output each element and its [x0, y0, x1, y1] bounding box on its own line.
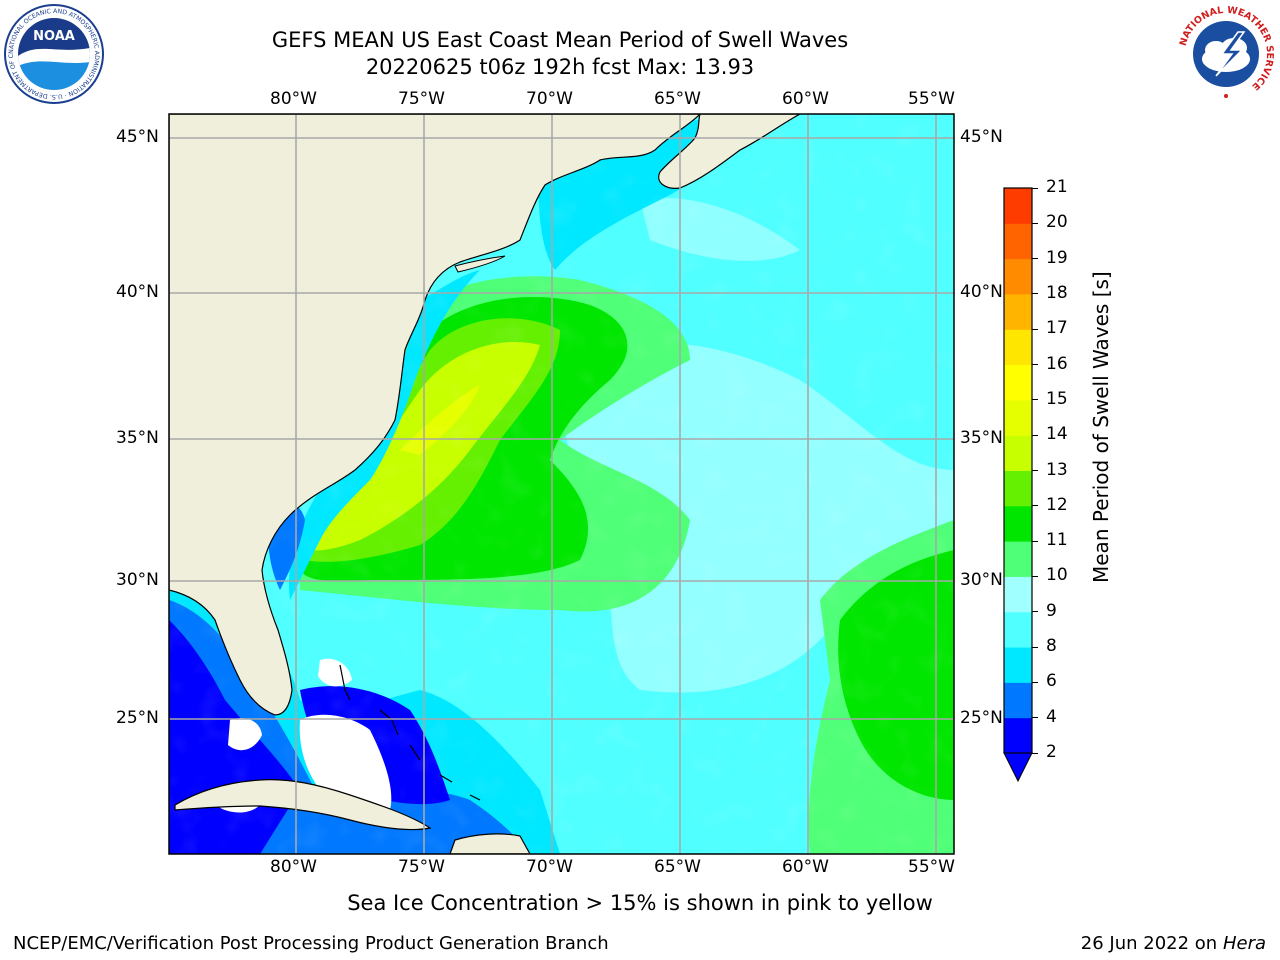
colorbar-tick-label: 19	[1046, 247, 1068, 268]
colorbar-tick-label: 17	[1046, 318, 1068, 339]
colorbar-tick-label: 2	[1046, 742, 1057, 762]
colorbar-tick-label: 8	[1046, 636, 1057, 657]
colorbar-tick-label: 13	[1046, 459, 1068, 480]
colorbar-tick-mark	[1032, 328, 1038, 330]
colorbar-tick-label: 11	[1046, 530, 1068, 551]
colorbar-segment	[1004, 364, 1032, 401]
lon-label-bottom: 75°W	[398, 857, 445, 877]
colorbar-segment	[1004, 505, 1032, 542]
colorbar-tick-mark	[1032, 717, 1038, 719]
colorbar-tick-mark	[1032, 293, 1038, 295]
lon-label-top: 75°W	[398, 89, 445, 109]
lat-label-right: 45°N	[960, 127, 1003, 147]
credit-text: NCEP/EMC/Verification Post Processing Pr…	[13, 933, 609, 954]
run-date: 26 Jun 2022 on Hera	[1081, 933, 1266, 954]
lon-label-top: 55°W	[908, 89, 955, 109]
colorbar-segment	[1004, 258, 1032, 295]
colorbar-tick-mark	[1032, 752, 1038, 754]
colorbar-segment	[1004, 611, 1032, 648]
colorbar-segment	[1004, 399, 1032, 436]
colorbar-tick-mark	[1032, 399, 1038, 401]
lat-label-right: 40°N	[960, 282, 1003, 302]
colorbar-segment	[1004, 470, 1032, 507]
colorbar-tick-label: 20	[1046, 212, 1068, 233]
lon-label-top: 70°W	[526, 89, 573, 109]
colorbar-tick-mark	[1032, 575, 1038, 577]
lat-label-left: 45°N	[116, 127, 159, 147]
lon-label-bottom: 70°W	[526, 857, 573, 877]
lat-label-left: 35°N	[116, 428, 159, 448]
map-frame	[168, 113, 955, 855]
cuba-land	[174, 779, 432, 831]
noaa-logo-text: NOAA	[33, 29, 75, 44]
north-america-land	[169, 114, 701, 716]
lon-label-top: 65°W	[654, 89, 701, 109]
colorbar-tick-mark	[1032, 258, 1038, 260]
lat-label-left: 30°N	[116, 570, 159, 590]
colorbar-tick-mark	[1032, 187, 1038, 189]
lat-label-right: 35°N	[960, 428, 1003, 448]
colorbar-segment	[1004, 682, 1032, 719]
colorbar-tick-mark	[1032, 364, 1038, 366]
colorbar-tick-label: 16	[1046, 353, 1068, 374]
colorbar-tick-label: 21	[1046, 177, 1068, 197]
colorbar-tick-label: 15	[1046, 388, 1068, 409]
lon-label-bottom: 65°W	[654, 857, 701, 877]
colorbar	[1003, 187, 1033, 783]
nws-logo: NATIONAL WEATHER SERVICE	[1177, 5, 1275, 103]
colorbar-tick-mark	[1032, 611, 1038, 613]
colorbar-tick-label: 10	[1046, 565, 1068, 586]
colorbar-tick-mark	[1032, 470, 1038, 471]
colorbar-segment	[1004, 223, 1032, 260]
lon-label-bottom: 55°W	[908, 857, 955, 877]
lon-label-top: 80°W	[270, 89, 317, 109]
colorbar-tick-mark	[1032, 646, 1038, 648]
colorbar-tick-mark	[1032, 505, 1038, 507]
colorbar-tick-mark	[1032, 222, 1038, 224]
colorbar-segment	[1004, 647, 1032, 683]
colorbar-tick-label: 9	[1046, 600, 1057, 621]
colorbar-segment	[1004, 576, 1032, 613]
colorbar-under-triangle	[1003, 752, 1033, 783]
colorbar-tick-label: 14	[1046, 424, 1068, 445]
swell-period-map	[168, 113, 955, 855]
colorbar-segment	[1004, 435, 1032, 471]
lon-label-top: 60°W	[782, 89, 829, 109]
colorbar-segment	[1004, 293, 1032, 330]
lat-label-left: 40°N	[116, 282, 159, 302]
colorbar-segment	[1004, 541, 1032, 577]
colorbar-tick-label: 18	[1046, 282, 1068, 303]
colorbar-segment	[1004, 188, 1032, 224]
lon-label-bottom: 80°W	[270, 857, 317, 877]
map-title: GEFS MEAN US East Coast Mean Period of S…	[271, 28, 849, 52]
lat-label-left: 25°N	[116, 708, 159, 728]
colorbar-tick-mark	[1032, 540, 1038, 542]
sea-ice-note: Sea Ice Concentration > 15% is shown in …	[347, 891, 933, 915]
noaa-logo: NATIONAL OCEANIC AND ATMOSPHERIC ADMINIS…	[4, 4, 104, 104]
machine-name: Hera	[1222, 933, 1266, 954]
lon-label-bottom: 60°W	[782, 857, 829, 877]
colorbar-tick-label: 6	[1046, 671, 1057, 692]
colorbar-tick-label: 12	[1046, 494, 1068, 515]
colorbar-label: Mean Period of Swell Waves [s]	[1089, 271, 1113, 583]
lat-label-right: 30°N	[960, 570, 1003, 590]
colorbar-tick-label: 4	[1046, 706, 1057, 727]
colorbar-tick-mark	[1032, 681, 1038, 683]
colorbar-segment	[1004, 329, 1032, 366]
colorbar-tick-mark	[1032, 434, 1038, 436]
run-date-text: 26 Jun 2022 on	[1080, 933, 1218, 954]
hispaniola-land	[449, 833, 531, 854]
map-subtitle: 20220625 t06z 192h fcst Max: 13.93	[365, 55, 755, 79]
colorbar-segment	[1004, 717, 1032, 754]
map-gridlines	[169, 114, 954, 854]
lat-label-right: 25°N	[960, 708, 1003, 728]
